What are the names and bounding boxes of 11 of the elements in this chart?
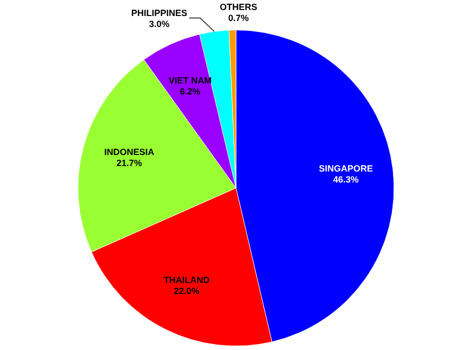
- slice-label: THAILAND: [164, 274, 210, 285]
- slice-label: PHILIPPINES: [131, 8, 188, 18]
- data-label: 0.7%: [228, 13, 249, 23]
- slice-label: INDONESIA: [104, 146, 155, 157]
- slice-label: OTHERS: [220, 2, 258, 12]
- data-label: 6.2%: [180, 86, 200, 96]
- data-label: 21.7%: [116, 158, 142, 168]
- data-label: 46.3%: [333, 174, 359, 184]
- data-label: 22.0%: [174, 286, 200, 296]
- data-label: 3.0%: [148, 19, 170, 29]
- slice-label: SINGAPORE: [318, 163, 373, 174]
